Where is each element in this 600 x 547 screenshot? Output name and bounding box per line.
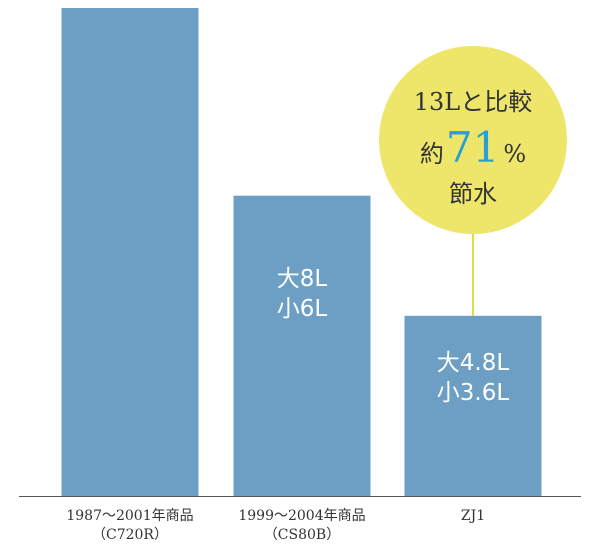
bar-3-label-1: 大4.8L <box>437 350 510 376</box>
bar-3-label-2: 小3.6L <box>437 380 510 406</box>
x-tick-sublabel-2: （CS80B） <box>264 527 340 543</box>
callout-line2: 約71% <box>420 123 526 172</box>
bar-2-label-1: 大8L <box>277 266 328 292</box>
bar-1 <box>61 8 199 496</box>
bar-3 <box>404 315 542 496</box>
callout-line3: 節水 <box>449 180 497 208</box>
callout-value: 71 <box>446 123 499 172</box>
callout-line1: 13Lと比較 <box>414 88 532 116</box>
x-tick-sublabel-1: （C720R） <box>92 527 168 543</box>
callout-circle <box>379 46 567 234</box>
callout-prefix: 約 <box>420 140 444 168</box>
x-tick-label-1: 1987〜2001年商品 <box>66 508 193 524</box>
x-tick-label-2: 1999〜2004年商品 <box>238 508 365 524</box>
bar-2 <box>233 195 371 496</box>
callout-suffix: % <box>503 140 526 168</box>
x-tick-label-3: ZJ1 <box>461 508 485 524</box>
bar-2-label-2: 小6L <box>277 296 328 322</box>
